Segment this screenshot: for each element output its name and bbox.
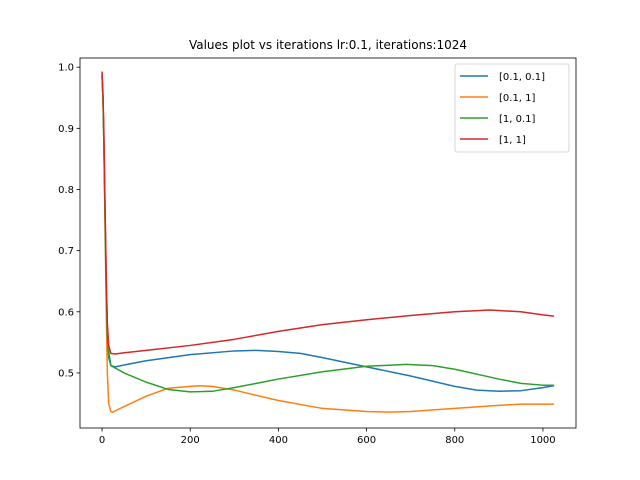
x-tick-label: 1000 [530,435,555,446]
legend-label: [0.1, 0.1] [499,72,545,83]
x-tick-label: 800 [445,435,464,446]
x-tick-label: 200 [181,435,200,446]
legend: [0.1, 0.1] [0.1, 1] [1, 0.1] [1, 1] [454,63,570,153]
series-line-4 [101,71,555,355]
legend-label: [0.1, 1] [499,93,536,104]
legend-label: [1, 0.1] [499,114,536,125]
legend-label: [1, 1] [499,135,526,146]
y-tick-label: 0.7 [58,246,74,257]
plot-frame [79,57,577,429]
legend-box [454,63,570,153]
series-layer [101,71,555,413]
x-tick-label: 600 [357,435,376,446]
tick-layer: 0 200 400 600 800 1000 0.5 0.6 0.7 0.8 0.9 1.0 [58,63,556,446]
y-tick-label: 0.5 [58,368,74,379]
y-tick-label: 0.8 [58,185,74,196]
chart-title: Values plot vs iterations lr:0.1, iterat… [189,38,467,52]
y-tick-label: 0.6 [58,307,74,318]
x-tick-label: 0 [99,435,105,446]
y-tick-label: 1.0 [58,63,74,74]
y-tick-label: 0.9 [58,124,74,135]
x-tick-label: 400 [269,435,288,446]
